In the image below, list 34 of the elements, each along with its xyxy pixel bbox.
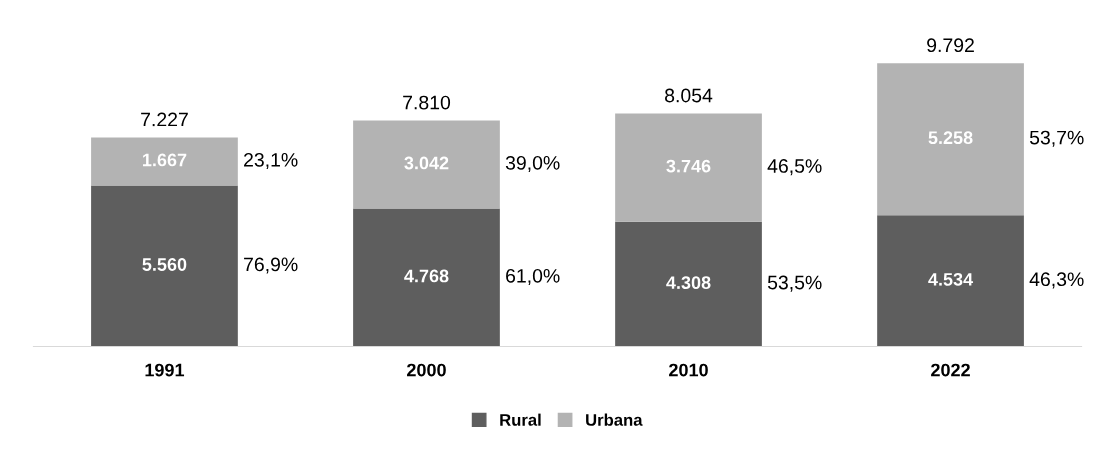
data-label: 4.308	[666, 276, 711, 290]
bar	[91, 137, 238, 186]
data-label: 4.768	[404, 269, 449, 283]
total-label: 7.810	[403, 95, 451, 110]
annotation: 53,5%	[767, 275, 822, 292]
bar	[353, 120, 500, 209]
annotation: 39,0%	[505, 155, 560, 173]
data-label: 3.746	[666, 159, 711, 173]
annotation: 46,5%	[767, 159, 822, 176]
x-tick-label: 2022	[931, 363, 970, 377]
annotation: 53,7%	[1029, 130, 1084, 147]
legend-label: Rural	[500, 413, 541, 426]
bar	[353, 208, 500, 347]
data-label: 4.534	[928, 272, 974, 286]
data-label: 1.667	[143, 153, 187, 167]
bar	[615, 221, 762, 347]
annotation: 46,3%	[1029, 272, 1084, 289]
bar	[91, 185, 238, 347]
legend-label: Urbana	[586, 413, 643, 426]
bar	[877, 215, 1024, 347]
total-label: 9.792	[927, 38, 974, 53]
data-label: 5.560	[142, 258, 187, 271]
total-label: 7.227	[141, 112, 188, 127]
annotation: 76,9%	[244, 257, 298, 274]
bar	[615, 113, 762, 222]
annotation: 61,0%	[506, 268, 560, 286]
data-label: 3.042	[404, 156, 449, 170]
x-tick-label: 1991	[145, 363, 185, 377]
bar	[877, 63, 1024, 216]
x-tick-label: 2000	[407, 363, 446, 377]
total-label: 8.054	[665, 88, 713, 103]
annotation: 23,1%	[244, 152, 298, 170]
data-label: 5.258	[928, 131, 973, 145]
x-tick-label: 2010	[669, 363, 708, 377]
